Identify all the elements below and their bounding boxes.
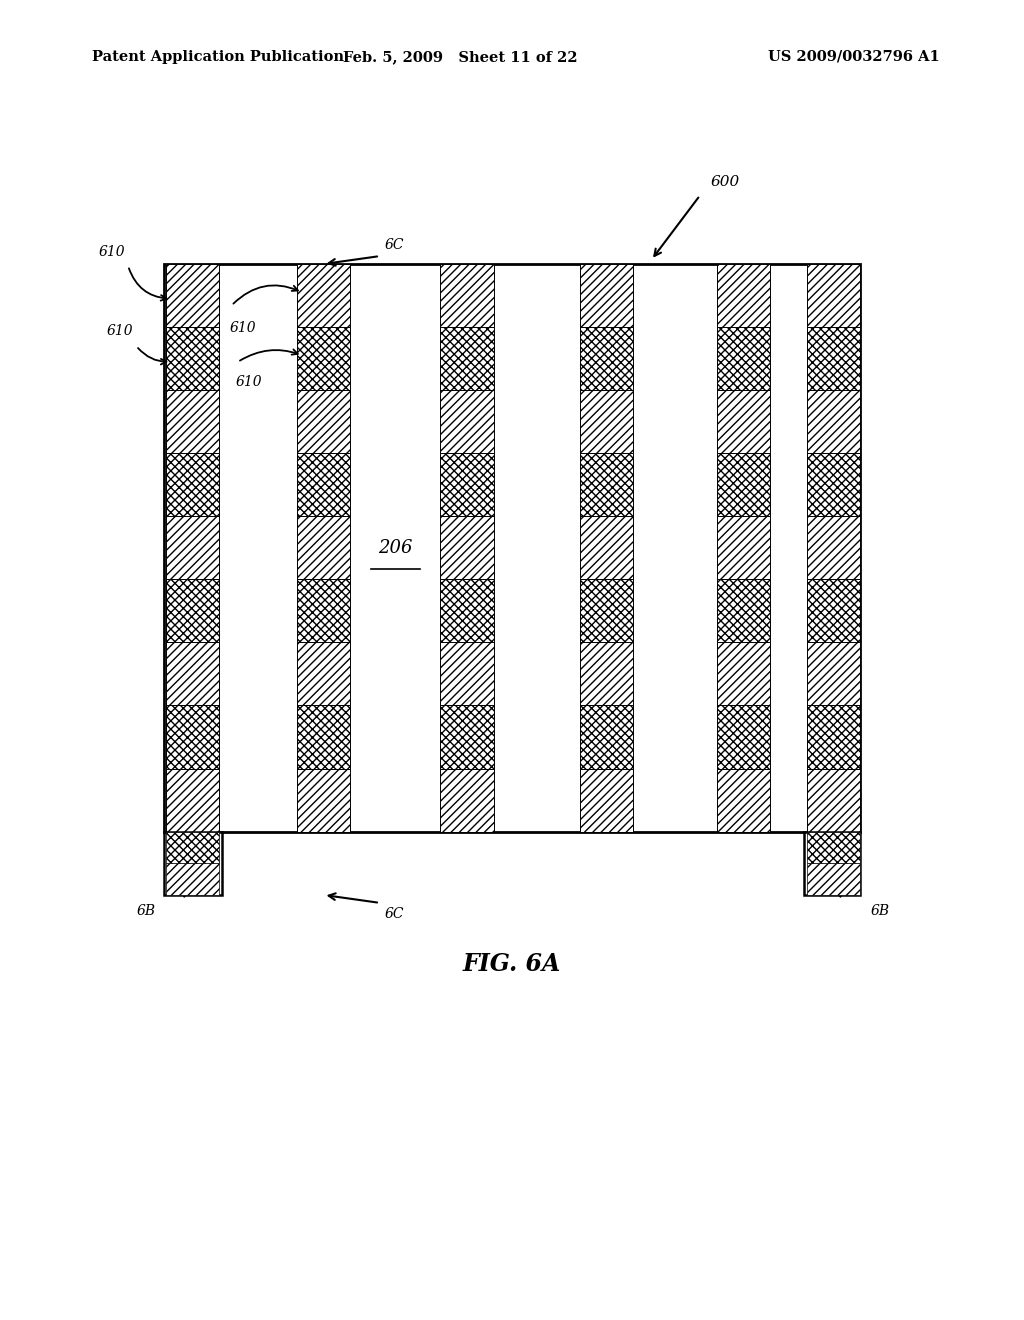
- Bar: [580, 768, 633, 832]
- Text: Feb. 5, 2009   Sheet 11 of 22: Feb. 5, 2009 Sheet 11 of 22: [343, 50, 579, 63]
- Bar: [440, 453, 494, 516]
- Bar: [166, 705, 219, 768]
- Bar: [297, 391, 350, 453]
- Bar: [807, 705, 860, 768]
- Bar: [717, 643, 770, 705]
- Bar: [166, 516, 219, 579]
- Bar: [717, 327, 770, 391]
- Bar: [166, 264, 219, 327]
- Bar: [580, 705, 633, 768]
- Bar: [807, 453, 860, 516]
- Text: 6B: 6B: [136, 904, 156, 919]
- Bar: [804, 832, 860, 895]
- Bar: [166, 768, 219, 832]
- Bar: [717, 453, 770, 516]
- Bar: [297, 264, 350, 327]
- Bar: [580, 327, 633, 391]
- Bar: [580, 643, 633, 705]
- Bar: [717, 705, 770, 768]
- Text: Patent Application Publication: Patent Application Publication: [92, 50, 344, 63]
- Bar: [807, 579, 860, 643]
- Bar: [807, 863, 860, 895]
- Bar: [440, 327, 494, 391]
- Bar: [807, 832, 860, 863]
- Text: 610: 610: [229, 321, 256, 335]
- Text: 600: 600: [711, 174, 739, 189]
- Bar: [717, 264, 770, 327]
- Bar: [166, 643, 219, 705]
- Bar: [440, 264, 494, 327]
- Bar: [166, 391, 219, 453]
- Bar: [717, 391, 770, 453]
- Text: 610: 610: [98, 246, 125, 259]
- Bar: [717, 579, 770, 643]
- Bar: [580, 264, 633, 327]
- Text: 610: 610: [236, 375, 262, 389]
- Bar: [297, 768, 350, 832]
- Bar: [440, 391, 494, 453]
- Bar: [580, 579, 633, 643]
- Bar: [440, 579, 494, 643]
- Bar: [807, 391, 860, 453]
- Text: 6C: 6C: [385, 907, 404, 921]
- Bar: [580, 391, 633, 453]
- Bar: [297, 579, 350, 643]
- Bar: [807, 327, 860, 391]
- Text: 206: 206: [378, 539, 413, 557]
- Text: US 2009/0032796 A1: US 2009/0032796 A1: [768, 50, 940, 63]
- Bar: [580, 516, 633, 579]
- Bar: [807, 643, 860, 705]
- Bar: [717, 516, 770, 579]
- Bar: [440, 705, 494, 768]
- Bar: [166, 453, 219, 516]
- Text: FIG. 6A: FIG. 6A: [463, 952, 561, 975]
- Bar: [297, 516, 350, 579]
- Text: 6B: 6B: [870, 904, 890, 919]
- Bar: [164, 832, 222, 895]
- Bar: [717, 768, 770, 832]
- Bar: [297, 705, 350, 768]
- Bar: [297, 327, 350, 391]
- Bar: [297, 453, 350, 516]
- Bar: [807, 516, 860, 579]
- Bar: [440, 768, 494, 832]
- Text: 610: 610: [106, 323, 133, 338]
- Bar: [166, 832, 219, 863]
- Bar: [580, 453, 633, 516]
- Text: 6C: 6C: [385, 238, 404, 252]
- Bar: [440, 643, 494, 705]
- Bar: [807, 768, 860, 832]
- Bar: [297, 643, 350, 705]
- Bar: [166, 327, 219, 391]
- Bar: [440, 516, 494, 579]
- Bar: [166, 579, 219, 643]
- Bar: [807, 264, 860, 327]
- Bar: [166, 863, 219, 895]
- Bar: [164, 264, 860, 832]
